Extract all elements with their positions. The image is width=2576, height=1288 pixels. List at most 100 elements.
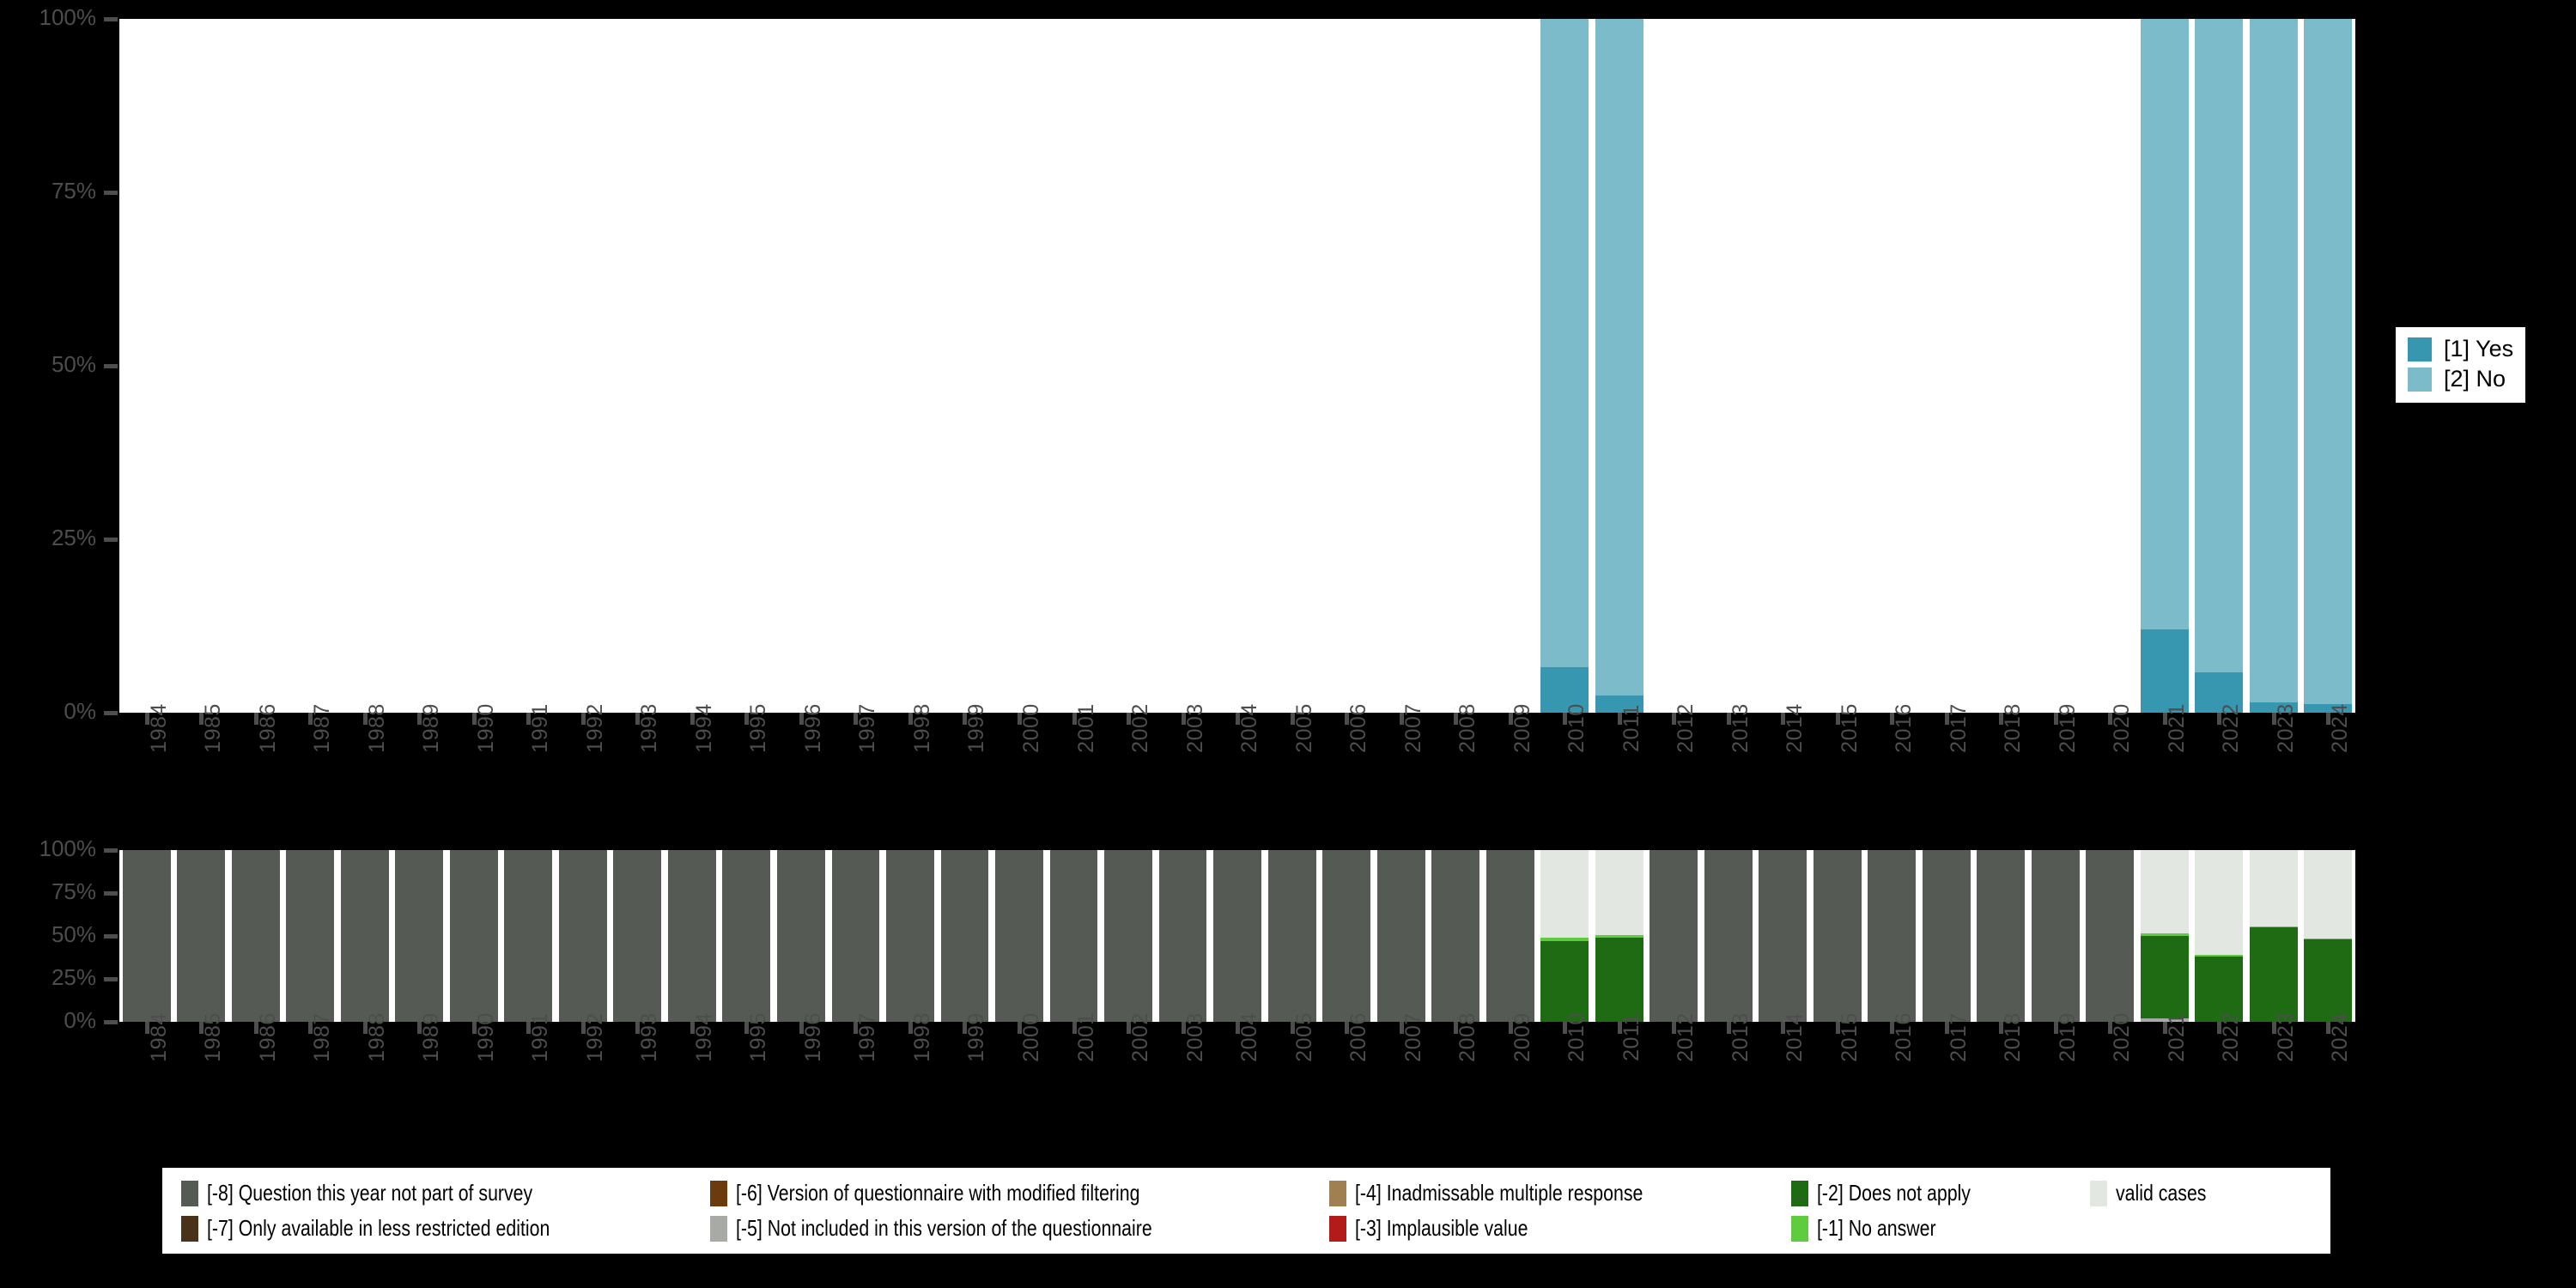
bar-slot-2011[interactable] xyxy=(1592,19,1647,713)
bar-segment-1997--8-question-this-year-not-part-of-survey[interactable] xyxy=(831,850,880,1022)
bar-2012[interactable] xyxy=(1649,850,1698,1022)
bar-2005[interactable] xyxy=(1267,850,1316,1022)
bar-segment-2012--8-question-this-year-not-part-of-survey[interactable] xyxy=(1649,850,1698,1022)
bar-2011[interactable] xyxy=(1595,19,1643,713)
bar-2001[interactable] xyxy=(1049,850,1098,1022)
bar-slot-1993[interactable] xyxy=(611,850,665,1022)
bar-slot-2004[interactable] xyxy=(1210,19,1265,713)
bar-1994[interactable] xyxy=(667,850,716,1022)
bar-segment-2010--2-does-not-apply[interactable] xyxy=(1540,941,1589,1022)
bar-slot-2007[interactable] xyxy=(1374,850,1429,1022)
bar-slot-1985[interactable] xyxy=(174,19,229,713)
bar-slot-1996[interactable] xyxy=(774,850,829,1022)
bar-slot-2017[interactable] xyxy=(1919,19,1974,713)
bar-segment-2011-valid-cases[interactable] xyxy=(1595,850,1643,935)
bar-slot-2023[interactable] xyxy=(2246,850,2301,1022)
legend-item--5-not-included-in-this-version-of-the-questionnaire[interactable]: [-5] Not included in this version of the… xyxy=(710,1215,1329,1242)
bar-slot-2016[interactable] xyxy=(1865,850,1920,1022)
bar-segment-2023--1-yes[interactable] xyxy=(2249,702,2298,713)
bar-slot-2002[interactable] xyxy=(1101,19,1156,713)
bar-2019[interactable] xyxy=(2031,850,2080,1022)
bar-2000[interactable] xyxy=(995,850,1043,1022)
bar-slot-1986[interactable] xyxy=(228,850,283,1022)
bar-segment-1984--8-question-this-year-not-part-of-survey[interactable] xyxy=(122,850,171,1022)
bar-segment-2021--2-no[interactable] xyxy=(2140,19,2189,630)
bar-segment-1986--8-question-this-year-not-part-of-survey[interactable] xyxy=(231,850,280,1022)
bar-2002[interactable] xyxy=(1104,850,1152,1022)
bar-segment-2023--2-no[interactable] xyxy=(2249,19,2298,702)
bar-slot-2001[interactable] xyxy=(1047,850,1102,1022)
bar-slot-1989[interactable] xyxy=(392,19,447,713)
bar-slot-2023[interactable] xyxy=(2246,19,2301,713)
bar-2004[interactable] xyxy=(1213,850,1261,1022)
bar-segment-2002--8-question-this-year-not-part-of-survey[interactable] xyxy=(1104,850,1152,1022)
bar-2024[interactable] xyxy=(2304,19,2353,713)
bar-segment-2011--1-no-answer[interactable] xyxy=(1595,935,1643,938)
bar-slot-2008[interactable] xyxy=(1428,19,1483,713)
bar-1991[interactable] xyxy=(504,850,553,1022)
bar-2015[interactable] xyxy=(1813,850,1862,1022)
bar-segment-2000--8-question-this-year-not-part-of-survey[interactable] xyxy=(995,850,1043,1022)
bar-1990[interactable] xyxy=(449,850,498,1022)
bar-2011[interactable] xyxy=(1595,850,1643,1022)
bar-slot-1988[interactable] xyxy=(337,850,392,1022)
bar-slot-2013[interactable] xyxy=(1701,850,1756,1022)
bar-segment-1990--8-question-this-year-not-part-of-survey[interactable] xyxy=(449,850,498,1022)
bar-2022[interactable] xyxy=(2195,19,2244,713)
bar-segment-2022--2-does-not-apply[interactable] xyxy=(2195,957,2244,1022)
bar-slot-2020[interactable] xyxy=(2083,19,2138,713)
bar-2017[interactable] xyxy=(1922,850,1971,1022)
legend-item--6-version-of-questionnaire-with-modified-filtering[interactable]: [-6] Version of questionnaire with modif… xyxy=(710,1180,1329,1206)
bar-segment-2023--2-does-not-apply[interactable] xyxy=(2249,927,2298,1022)
bar-slot-2020[interactable] xyxy=(2083,850,2138,1022)
bar-segment-2021--2-does-not-apply[interactable] xyxy=(2140,936,2189,1018)
bar-slot-2012[interactable] xyxy=(1646,19,1701,713)
bar-slot-1998[interactable] xyxy=(883,19,938,713)
bar-segment-2005--8-question-this-year-not-part-of-survey[interactable] xyxy=(1267,850,1316,1022)
bar-segment-2022--1-no-answer[interactable] xyxy=(2195,955,2244,957)
bar-slot-2005[interactable] xyxy=(1265,850,1320,1022)
bar-segment-2009--8-question-this-year-not-part-of-survey[interactable] xyxy=(1485,850,1534,1022)
bar-segment-2011--2-does-not-apply[interactable] xyxy=(1595,938,1643,1022)
bar-slot-1990[interactable] xyxy=(447,850,501,1022)
bar-slot-2019[interactable] xyxy=(2028,19,2083,713)
bar-1988[interactable] xyxy=(340,850,389,1022)
bar-slot-2004[interactable] xyxy=(1210,850,1265,1022)
bar-slot-2021[interactable] xyxy=(2137,850,2192,1022)
bar-slot-1989[interactable] xyxy=(392,850,447,1022)
bar-segment-2020--8-question-this-year-not-part-of-survey[interactable] xyxy=(2086,850,2135,1022)
bar-slot-2021[interactable] xyxy=(2137,19,2192,713)
bar-2013[interactable] xyxy=(1704,850,1753,1022)
bar-segment-1987--8-question-this-year-not-part-of-survey[interactable] xyxy=(286,850,335,1022)
bar-segment-2014--8-question-this-year-not-part-of-survey[interactable] xyxy=(1759,850,1807,1022)
bar-slot-1992[interactable] xyxy=(556,850,611,1022)
bar-segment-2010--2-no[interactable] xyxy=(1540,19,1589,668)
legend-item--3-implausible-value[interactable]: [-3] Implausible value xyxy=(1328,1215,1791,1242)
bar-slot-2024[interactable] xyxy=(2301,850,2356,1022)
bar-segment-2017--8-question-this-year-not-part-of-survey[interactable] xyxy=(1922,850,1971,1022)
bar-slot-1990[interactable] xyxy=(447,19,501,713)
bar-slot-2000[interactable] xyxy=(992,850,1047,1022)
bar-1997[interactable] xyxy=(831,850,880,1022)
bar-slot-1986[interactable] xyxy=(228,19,283,713)
bar-2010[interactable] xyxy=(1540,19,1589,713)
bar-segment-2007--8-question-this-year-not-part-of-survey[interactable] xyxy=(1376,850,1425,1022)
bar-2021[interactable] xyxy=(2140,19,2189,713)
bar-slot-2007[interactable] xyxy=(1374,19,1429,713)
bar-slot-1984[interactable] xyxy=(119,19,174,713)
bar-slot-2012[interactable] xyxy=(1646,850,1701,1022)
bar-slot-1995[interactable] xyxy=(720,19,775,713)
bar-segment-2003--8-question-this-year-not-part-of-survey[interactable] xyxy=(1158,850,1207,1022)
bar-slot-2010[interactable] xyxy=(1537,19,1592,713)
bar-segment-2022-valid-cases[interactable] xyxy=(2195,850,2244,955)
bar-slot-1997[interactable] xyxy=(829,19,884,713)
bar-segment-2006--8-question-this-year-not-part-of-survey[interactable] xyxy=(1322,850,1371,1022)
bar-slot-2022[interactable] xyxy=(2192,19,2247,713)
bar-segment-2015--8-question-this-year-not-part-of-survey[interactable] xyxy=(1813,850,1862,1022)
bar-segment-1998--8-question-this-year-not-part-of-survey[interactable] xyxy=(886,850,934,1022)
bar-segment-2024--2-does-not-apply[interactable] xyxy=(2304,939,2353,1022)
bar-1989[interactable] xyxy=(395,850,444,1022)
bar-2020[interactable] xyxy=(2086,850,2135,1022)
bar-slot-1994[interactable] xyxy=(665,19,720,713)
bar-2006[interactable] xyxy=(1322,850,1371,1022)
